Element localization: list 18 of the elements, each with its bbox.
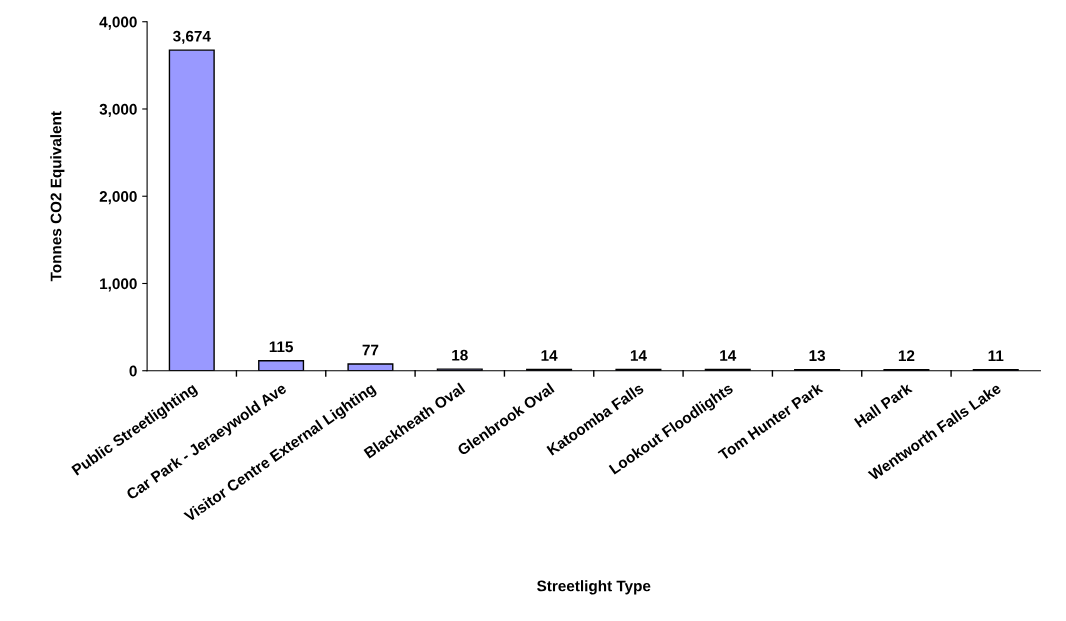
x-axis-title: Streetlight Type [537,580,651,595]
y-tick-label: 3,000 [99,103,137,117]
y-axis-title: Tonnes CO2 Equivalent [50,111,65,282]
data-label: 11 [988,350,1004,362]
y-tick-label: 2,000 [99,191,137,205]
y-tick-label: 1,000 [100,278,137,292]
data-label: 14 [541,350,558,361]
data-label: 13 [809,350,826,362]
data-label: 12 [898,350,915,361]
x-tick-label: Hall Park [853,381,913,428]
data-label: 3,674 [173,30,211,44]
y-tick-label: 0 [129,365,137,377]
data-label: 77 [362,344,379,356]
data-label: 14 [720,350,737,361]
data-label: 18 [452,349,468,361]
data-label: 14 [630,350,647,361]
data-label: 115 [269,341,293,353]
y-tick-label: 4,000 [99,16,137,30]
